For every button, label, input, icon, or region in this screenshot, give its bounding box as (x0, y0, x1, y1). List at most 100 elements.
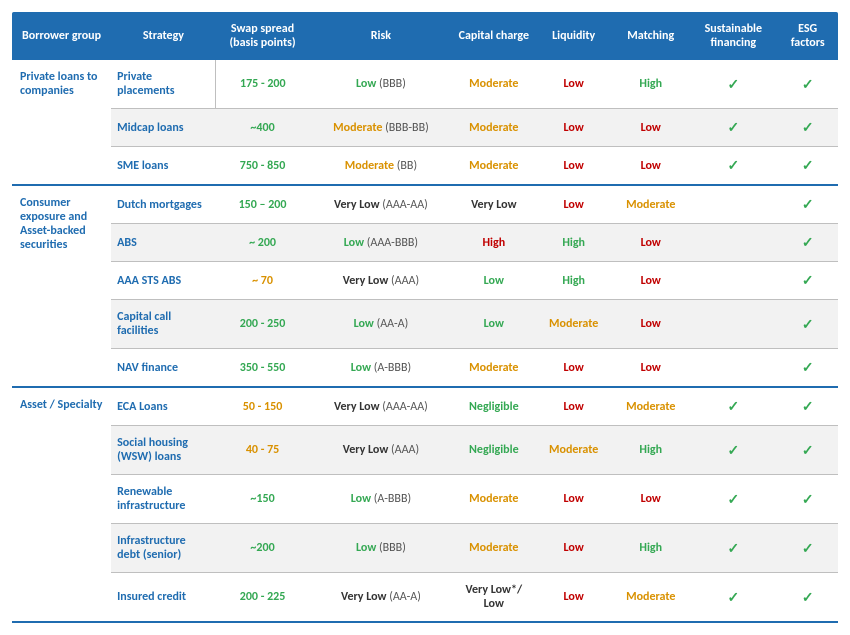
swap-cell: ~ 70 (216, 262, 310, 300)
esg-cell: ✓ (777, 262, 838, 300)
swap-cell: 200 - 225 (216, 573, 310, 623)
sustainable-cell (689, 185, 777, 224)
table-row: Social housing (WSW) loans40 - 75Very Lo… (12, 426, 838, 475)
risk-cell: Very Low (AAA) (309, 426, 452, 475)
esg-cell: ✓ (777, 426, 838, 475)
group-cell: Private loans to companies (12, 60, 111, 185)
header-liquidity: Liquidity (535, 12, 612, 60)
liquidity-cell: Low (535, 60, 612, 109)
sustainable-cell (689, 262, 777, 300)
check-icon: ✓ (727, 589, 739, 606)
esg-cell: ✓ (777, 349, 838, 388)
swap-cell: 750 - 850 (216, 147, 310, 186)
swap-cell: 175 - 200 (216, 60, 310, 109)
capital-cell: High (453, 224, 536, 262)
risk-cell: Very Low (AAA-AA) (309, 185, 452, 224)
strategy-cell: Capital call facilities (111, 300, 216, 349)
table-row: Midcap loans~400Moderate (BBB-BB)Moderat… (12, 109, 838, 147)
check-icon: ✓ (727, 442, 739, 459)
sustainable-cell: ✓ (689, 60, 777, 109)
liquidity-cell: Low (535, 109, 612, 147)
check-icon: ✓ (802, 359, 814, 376)
strategy-cell: Renewable infrastructure (111, 475, 216, 524)
matching-cell: Low (612, 109, 689, 147)
table-row: Consumer exposure and Asset-backed secur… (12, 185, 838, 224)
strategy-cell: ABS (111, 224, 216, 262)
esg-cell: ✓ (777, 109, 838, 147)
group-cell: Consumer exposure and Asset-backed secur… (12, 185, 111, 387)
matching-cell: Low (612, 349, 689, 388)
esg-cell: ✓ (777, 475, 838, 524)
table-row: Infrastructure debt (senior)~200Low (BBB… (12, 524, 838, 573)
header-risk: Risk (309, 12, 452, 60)
matching-cell: Low (612, 147, 689, 186)
capital-cell: Moderate (453, 109, 536, 147)
capital-cell: Negligible (453, 426, 536, 475)
header-swap: Swap spread (basis points) (216, 12, 310, 60)
header-capital: Capital charge (453, 12, 536, 60)
check-icon: ✓ (802, 234, 814, 251)
table-row: Private loans to companiesPrivate placem… (12, 60, 838, 109)
sustainable-cell: ✓ (689, 109, 777, 147)
check-icon: ✓ (802, 398, 814, 415)
liquidity-cell: Moderate (535, 300, 612, 349)
check-icon: ✓ (727, 157, 739, 174)
swap-cell: 350 - 550 (216, 349, 310, 388)
liquidity-cell: High (535, 262, 612, 300)
check-icon: ✓ (802, 316, 814, 333)
swap-cell: ~150 (216, 475, 310, 524)
capital-cell: Low (453, 262, 536, 300)
capital-cell: Low (453, 300, 536, 349)
liquidity-cell: High (535, 224, 612, 262)
esg-cell: ✓ (777, 224, 838, 262)
capital-cell: Moderate (453, 524, 536, 573)
risk-cell: Very Low (AAA) (309, 262, 452, 300)
sustainable-cell: ✓ (689, 573, 777, 623)
sustainable-cell (689, 349, 777, 388)
check-icon: ✓ (727, 491, 739, 508)
table-row: Insured credit200 - 225Very Low (AA-A)Ve… (12, 573, 838, 623)
esg-cell: ✓ (777, 387, 838, 426)
strategy-cell: Dutch mortgages (111, 185, 216, 224)
swap-cell: 50 - 150 (216, 387, 310, 426)
table-row: AAA STS ABS~ 70Very Low (AAA)LowHighLow✓ (12, 262, 838, 300)
lending-strategies-table: Borrower group Strategy Swap spread (bas… (12, 12, 838, 623)
liquidity-cell: Low (535, 387, 612, 426)
matching-cell: Low (612, 475, 689, 524)
table-row: Capital call facilities200 - 250Low (AA-… (12, 300, 838, 349)
risk-cell: Very Low (AA-A) (309, 573, 452, 623)
check-icon: ✓ (802, 442, 814, 459)
esg-cell: ✓ (777, 60, 838, 109)
capital-cell: Moderate (453, 349, 536, 388)
check-icon: ✓ (802, 119, 814, 136)
risk-cell: Low (A-BBB) (309, 475, 452, 524)
liquidity-cell: Low (535, 524, 612, 573)
strategy-cell: Private placements (111, 60, 216, 109)
sustainable-cell: ✓ (689, 147, 777, 186)
risk-cell: Low (AAA-BBB) (309, 224, 452, 262)
matching-cell: Low (612, 224, 689, 262)
esg-cell: ✓ (777, 524, 838, 573)
check-icon: ✓ (802, 157, 814, 174)
header-strategy: Strategy (111, 12, 216, 60)
sustainable-cell: ✓ (689, 475, 777, 524)
matching-cell: High (612, 60, 689, 109)
matching-cell: Moderate (612, 185, 689, 224)
table-row: Renewable infrastructure~150Low (A-BBB)M… (12, 475, 838, 524)
capital-cell: Moderate (453, 475, 536, 524)
sustainable-cell: ✓ (689, 387, 777, 426)
capital-cell: Very Low*/ Low (453, 573, 536, 623)
swap-cell: 40 - 75 (216, 426, 310, 475)
strategy-cell: Insured credit (111, 573, 216, 623)
check-icon: ✓ (727, 119, 739, 136)
matching-cell: Low (612, 300, 689, 349)
esg-cell: ✓ (777, 185, 838, 224)
risk-cell: Moderate (BB) (309, 147, 452, 186)
risk-cell: Low (BBB) (309, 524, 452, 573)
strategy-cell: Social housing (WSW) loans (111, 426, 216, 475)
liquidity-cell: Low (535, 349, 612, 388)
liquidity-cell: Low (535, 475, 612, 524)
capital-cell: Moderate (453, 147, 536, 186)
matching-cell: High (612, 524, 689, 573)
check-icon: ✓ (727, 398, 739, 415)
